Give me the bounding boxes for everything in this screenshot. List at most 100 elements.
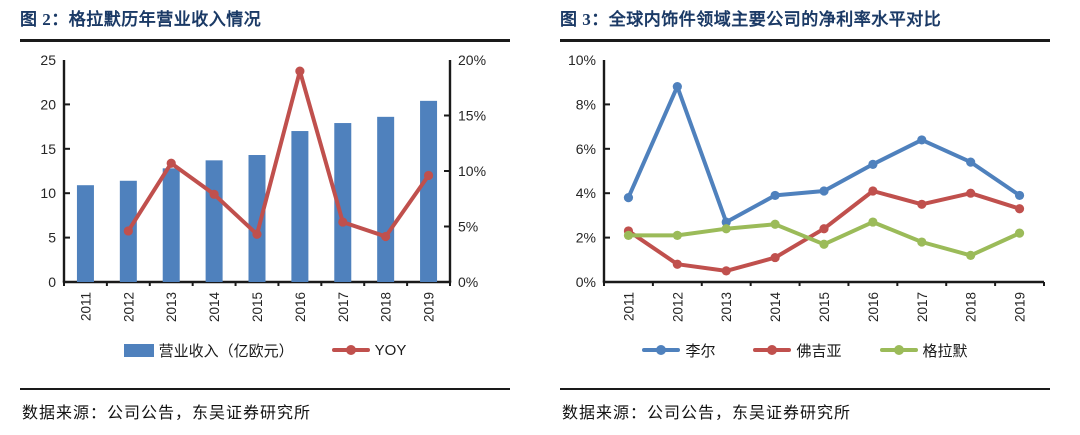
svg-text:0: 0	[48, 274, 56, 290]
legend-label: 佛吉亚	[796, 342, 842, 360]
data-point-marker	[966, 188, 976, 198]
marker-dot	[656, 345, 667, 355]
data-point-marker	[295, 66, 305, 76]
data-point-marker	[1014, 190, 1025, 201]
data-point-marker	[819, 186, 829, 196]
bar	[248, 155, 266, 282]
figure-3-title: 图 3：全球内饰件领域主要公司的净利率水平对比	[560, 10, 942, 29]
svg-text:2013: 2013	[164, 292, 179, 322]
data-point-marker	[1014, 228, 1025, 238]
svg-text:2018: 2018	[964, 292, 979, 322]
data-point-marker	[770, 252, 780, 263]
data-point-marker	[917, 237, 927, 247]
svg-text:2012: 2012	[670, 292, 685, 322]
svg-text:10%: 10%	[458, 163, 486, 179]
line-swatch	[879, 345, 918, 355]
data-point-marker	[868, 186, 878, 196]
x-axis-labels: 2011 2012 2013 2014 2015 2016 2017 2018 2019	[621, 292, 1027, 323]
marker-dot	[893, 345, 904, 355]
footer-divider	[20, 388, 510, 390]
svg-text:8%: 8%	[576, 96, 596, 112]
bar	[334, 123, 352, 282]
bar-series	[76, 100, 438, 283]
legend-item: 李尔	[642, 340, 715, 361]
svg-text:5%: 5%	[458, 219, 478, 235]
svg-text:2%: 2%	[576, 230, 596, 246]
legend-label: 格拉默	[922, 342, 968, 360]
data-point-marker	[917, 199, 927, 209]
data-point-marker	[672, 230, 682, 240]
data-point-marker	[917, 135, 927, 145]
svg-text:2015: 2015	[250, 292, 265, 322]
svg-text:4%: 4%	[576, 185, 596, 201]
line-swatch	[642, 345, 681, 355]
revenue-chart-legend: 营业收入（亿欧元） YOY	[20, 335, 510, 365]
axes: 0% 2% 4% 6% 8% 10%	[568, 52, 1045, 290]
figure-2-title: 图 2：格拉默历年营业收入情况	[20, 10, 262, 29]
legend-label: 李尔	[685, 342, 716, 360]
data-point-marker	[966, 250, 976, 260]
svg-text:15: 15	[40, 141, 56, 157]
line-swatch	[331, 345, 370, 355]
bar	[420, 100, 438, 283]
figure-3-panel: 图 3：全球内饰件领域主要公司的净利率水平对比 0% 2% 4% 6% 8% 10% 201…	[540, 0, 1080, 435]
svg-text:2011: 2011	[621, 292, 636, 321]
data-point-marker	[381, 231, 391, 242]
svg-text:25: 25	[40, 52, 56, 68]
data-point-marker	[623, 230, 634, 240]
figure-2-panel: 图 2：格拉默历年营业收入情况 0 5 10 15 20 25 0% 5% 10% 15% 20% 2…	[20, 10, 510, 422]
data-point-marker	[819, 224, 829, 234]
svg-text:0%: 0%	[576, 274, 596, 290]
footer-divider	[560, 388, 1050, 390]
data-source-note: 数据来源：公司公告，东吴证券研究所	[562, 405, 852, 422]
svg-text:2019: 2019	[422, 292, 437, 322]
svg-text:0%: 0%	[458, 274, 478, 290]
svg-text:5: 5	[48, 230, 56, 246]
title-divider	[560, 39, 1050, 42]
svg-text:10: 10	[40, 185, 56, 201]
data-point-marker	[123, 226, 133, 236]
legend-item: 营业收入（亿欧元）	[123, 340, 294, 361]
data-point-marker	[338, 217, 348, 227]
data-point-marker	[209, 189, 219, 199]
svg-text:2017: 2017	[915, 292, 930, 322]
data-point-marker	[770, 190, 780, 201]
line-series	[623, 186, 1025, 276]
line-swatch	[753, 345, 792, 355]
marker-dot	[767, 345, 778, 355]
data-point-marker	[721, 224, 731, 234]
data-point-marker	[623, 193, 634, 203]
data-point-marker	[721, 266, 731, 276]
data-point-marker	[868, 217, 878, 227]
data-point-marker	[166, 158, 176, 168]
svg-text:20%: 20%	[458, 52, 486, 68]
bar	[76, 185, 94, 282]
bar	[162, 168, 180, 282]
svg-text:2012: 2012	[121, 292, 136, 322]
data-point-marker	[966, 157, 976, 167]
svg-text:2014: 2014	[768, 292, 783, 323]
legend-item: 佛吉亚	[753, 340, 842, 361]
marker-dot	[345, 345, 356, 355]
data-point-marker	[721, 217, 731, 227]
svg-text:2014: 2014	[207, 292, 222, 323]
line-series	[123, 66, 434, 242]
x-axis-labels: 2011 2012 2013 2014 2015 2016 2017 2018 2019	[78, 292, 436, 323]
data-point-marker	[1014, 204, 1025, 214]
svg-text:2015: 2015	[817, 292, 832, 322]
svg-text:2011: 2011	[78, 292, 93, 321]
svg-text:6%: 6%	[576, 141, 596, 157]
bar	[291, 131, 309, 282]
data-point-marker	[770, 219, 780, 229]
margin-chart-legend: 李尔 佛吉亚 格拉默	[560, 335, 1050, 365]
svg-text:2013: 2013	[719, 292, 734, 322]
svg-text:20: 20	[40, 96, 56, 112]
legend-item: YOY	[331, 342, 406, 359]
svg-text:2017: 2017	[336, 292, 351, 322]
svg-text:2016: 2016	[866, 292, 881, 322]
svg-text:2019: 2019	[1013, 292, 1028, 322]
data-point-marker	[819, 239, 829, 249]
svg-text:2016: 2016	[293, 292, 308, 322]
